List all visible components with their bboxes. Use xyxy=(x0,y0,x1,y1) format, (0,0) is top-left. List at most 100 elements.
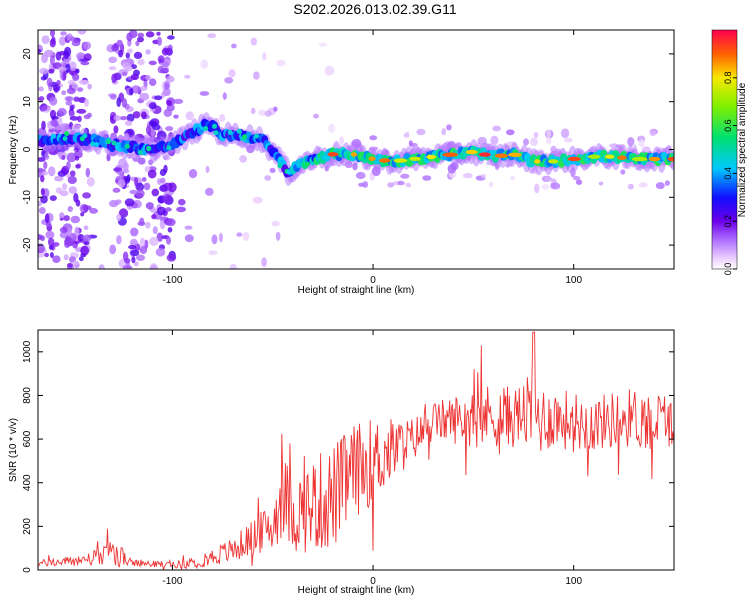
ridge-highlight xyxy=(242,134,247,140)
noise-blob xyxy=(218,232,223,243)
spectrogram-xtick-label: 100 xyxy=(565,275,582,286)
noise-blob xyxy=(397,180,405,186)
noise-blob xyxy=(135,40,140,47)
snr-frame xyxy=(37,329,675,571)
noise-blob xyxy=(68,186,78,194)
ridge-highlight xyxy=(146,146,152,152)
ridge-peak xyxy=(548,159,559,164)
colorbar-gradient xyxy=(711,29,738,270)
noise-blob xyxy=(441,128,447,136)
noise-blob xyxy=(66,96,74,102)
noise-blob xyxy=(400,173,410,179)
noise-blob xyxy=(324,65,335,76)
noise-blob xyxy=(145,49,151,55)
spectrogram-ytick-label: 20 xyxy=(22,48,33,60)
snr-xtick-label: -100 xyxy=(162,576,182,587)
snr-ytick-label: 800 xyxy=(22,387,33,404)
noise-blob xyxy=(164,82,170,90)
noise-blob xyxy=(46,77,53,88)
noise-blob xyxy=(50,119,58,127)
noise-blob xyxy=(75,155,80,161)
noise-blob xyxy=(154,95,163,101)
noise-blob xyxy=(563,137,573,143)
noise-blob xyxy=(275,231,281,241)
ridge-highlight xyxy=(166,145,172,151)
noise-blob xyxy=(66,87,76,95)
noise-blob xyxy=(184,234,194,243)
noise-blob xyxy=(185,111,194,121)
noise-blob xyxy=(116,39,123,48)
noise-blob xyxy=(328,123,335,133)
ridge-peak xyxy=(478,152,491,157)
noise-blob xyxy=(49,96,58,106)
noise-blob xyxy=(145,221,151,229)
noise-blob xyxy=(127,48,133,54)
noise-blob xyxy=(77,234,85,242)
noise-blob xyxy=(58,36,67,46)
noise-blob xyxy=(134,176,139,187)
noise-blob xyxy=(47,237,55,247)
noise-blob xyxy=(109,244,117,255)
noise-blob xyxy=(151,214,157,220)
noise-blob xyxy=(56,80,61,85)
noise-blob xyxy=(137,32,145,38)
ridge-peak xyxy=(632,156,648,162)
noise-blob xyxy=(141,111,147,120)
ridge-peak xyxy=(667,156,674,162)
ridge-highlight xyxy=(203,126,209,131)
colorbar-label: Normalized spectral amplitude xyxy=(737,82,748,217)
noise-blob xyxy=(200,59,209,70)
noise-blob xyxy=(649,130,657,137)
noise-blob xyxy=(77,87,84,92)
noise-blob xyxy=(160,177,166,184)
noise-blob xyxy=(151,188,160,197)
noise-blob xyxy=(167,227,173,233)
noise-blob xyxy=(143,182,151,191)
colorbar-tick-label: 0.8 xyxy=(723,72,733,85)
noise-blob xyxy=(76,52,86,60)
noise-blob xyxy=(146,125,151,135)
noise-blob xyxy=(242,231,250,241)
noise-blob xyxy=(546,137,552,145)
noise-blob xyxy=(258,109,267,117)
noise-blob xyxy=(65,63,71,73)
noise-blob xyxy=(66,152,77,163)
noise-blob xyxy=(184,74,191,79)
ridge-peak xyxy=(567,156,581,162)
spectrogram-xlabel: Height of straight line (km) xyxy=(298,285,415,296)
noise-blob xyxy=(269,167,276,174)
noise-blob xyxy=(155,247,166,257)
noise-blob xyxy=(276,59,286,67)
ridge-peak xyxy=(494,153,508,158)
noise-blob xyxy=(162,194,173,204)
ridge-peak xyxy=(465,149,478,155)
noise-blob xyxy=(55,51,62,61)
ridge-peak xyxy=(604,154,615,159)
noise-blob xyxy=(68,61,77,71)
noise-blob xyxy=(159,219,166,230)
noise-blob xyxy=(130,73,139,81)
ridge-highlight xyxy=(212,123,217,129)
noise-blob xyxy=(135,189,145,198)
spectrogram-ytick-label: -20 xyxy=(22,237,33,252)
noise-blob xyxy=(638,182,648,188)
noise-blob xyxy=(113,42,118,48)
noise-blob xyxy=(159,168,167,177)
snr-xlabel: Height of straight line (km) xyxy=(298,585,415,596)
ridge-highlight xyxy=(94,142,100,147)
noise-blob xyxy=(236,232,243,237)
noise-blob xyxy=(59,212,65,219)
noise-blob xyxy=(66,161,71,171)
noise-blob xyxy=(446,124,452,131)
noise-blob xyxy=(544,177,553,182)
noise-blob xyxy=(38,96,45,102)
ridge-peak xyxy=(350,152,358,157)
noise-blob xyxy=(72,260,80,265)
noise-blob xyxy=(541,184,550,190)
noise-blob xyxy=(149,263,158,269)
ridge-highlight xyxy=(304,161,310,167)
noise-blob xyxy=(492,125,501,132)
noise-blob xyxy=(167,35,175,40)
ridge-peak xyxy=(617,155,627,160)
noise-blob xyxy=(74,226,80,236)
